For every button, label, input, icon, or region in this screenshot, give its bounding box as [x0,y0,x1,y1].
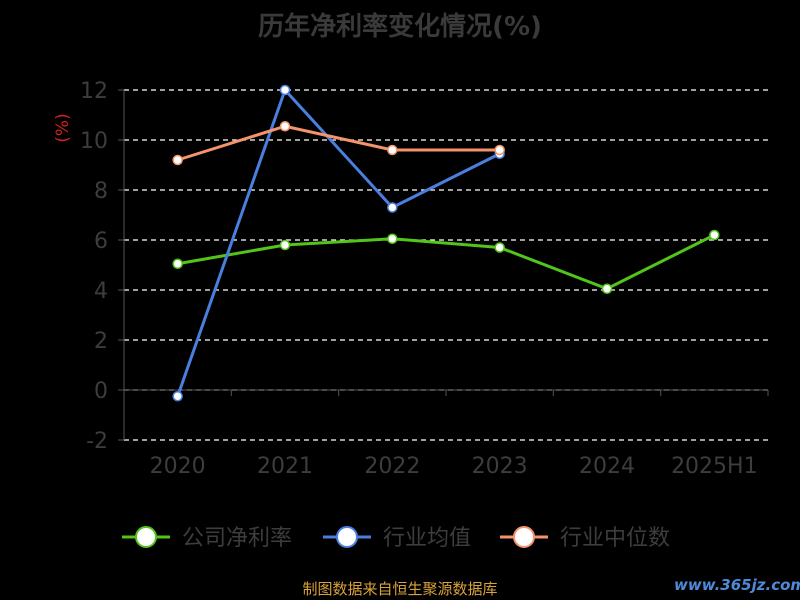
legend-marker [336,526,358,548]
y-tick-label: 8 [94,179,108,204]
legend-label: 行业中位数 [560,526,670,551]
legend: 公司净利率 行业均值 行业中位数 [122,526,670,551]
series-lines [172,84,720,402]
data-point [494,144,505,156]
axes: (%) 12 10 8 6 4 2 0 -2 2020 2021 2022 2023 2024 2025H… [53,79,769,479]
y-axis-label: (%) [53,113,73,142]
series-line [177,233,716,291]
x-tick-label: 2025H1 [671,454,758,479]
data-point [387,233,398,244]
legend-item[interactable]: 行业均值 [323,526,471,551]
data-point [172,258,183,269]
grid-lines [124,89,768,441]
data-point [279,239,291,251]
legend-marker [513,526,535,548]
legend-item[interactable]: 行业中位数 [500,526,670,551]
legend-marker [135,526,157,548]
data-point [709,229,720,241]
watermark: www.365jz.com [674,576,800,594]
data-point [387,202,398,213]
data-point [494,242,505,253]
x-tick-label: 2021 [257,454,313,479]
series-line [177,124,500,162]
series-line [176,88,501,397]
data-point [601,283,613,294]
chart-title: 历年净利率变化情况(%) [258,12,542,42]
legend-item[interactable]: 公司净利率 [122,526,292,551]
y-tick-label: -2 [86,429,108,454]
legend-label: 行业均值 [383,526,471,551]
y-tick-label: 4 [94,279,108,304]
data-point [279,121,291,132]
y-tick-label: 6 [94,229,108,254]
data-point [172,154,183,166]
data-point [387,144,398,156]
x-tick-label: 2023 [472,454,528,479]
x-tick-label: 2022 [364,454,420,479]
data-point [172,391,183,402]
source-note: 制图数据来自恒生聚源数据库 [302,580,498,598]
y-tick-label: 0 [94,379,108,404]
legend-label: 公司净利率 [182,526,292,551]
data-point [279,84,291,96]
y-tick-label: 12 [80,79,108,104]
x-tick-label: 2024 [579,454,635,479]
y-tick-label: 10 [80,129,108,154]
y-tick-label: 2 [94,329,108,354]
x-tick-label: 2020 [150,454,206,479]
